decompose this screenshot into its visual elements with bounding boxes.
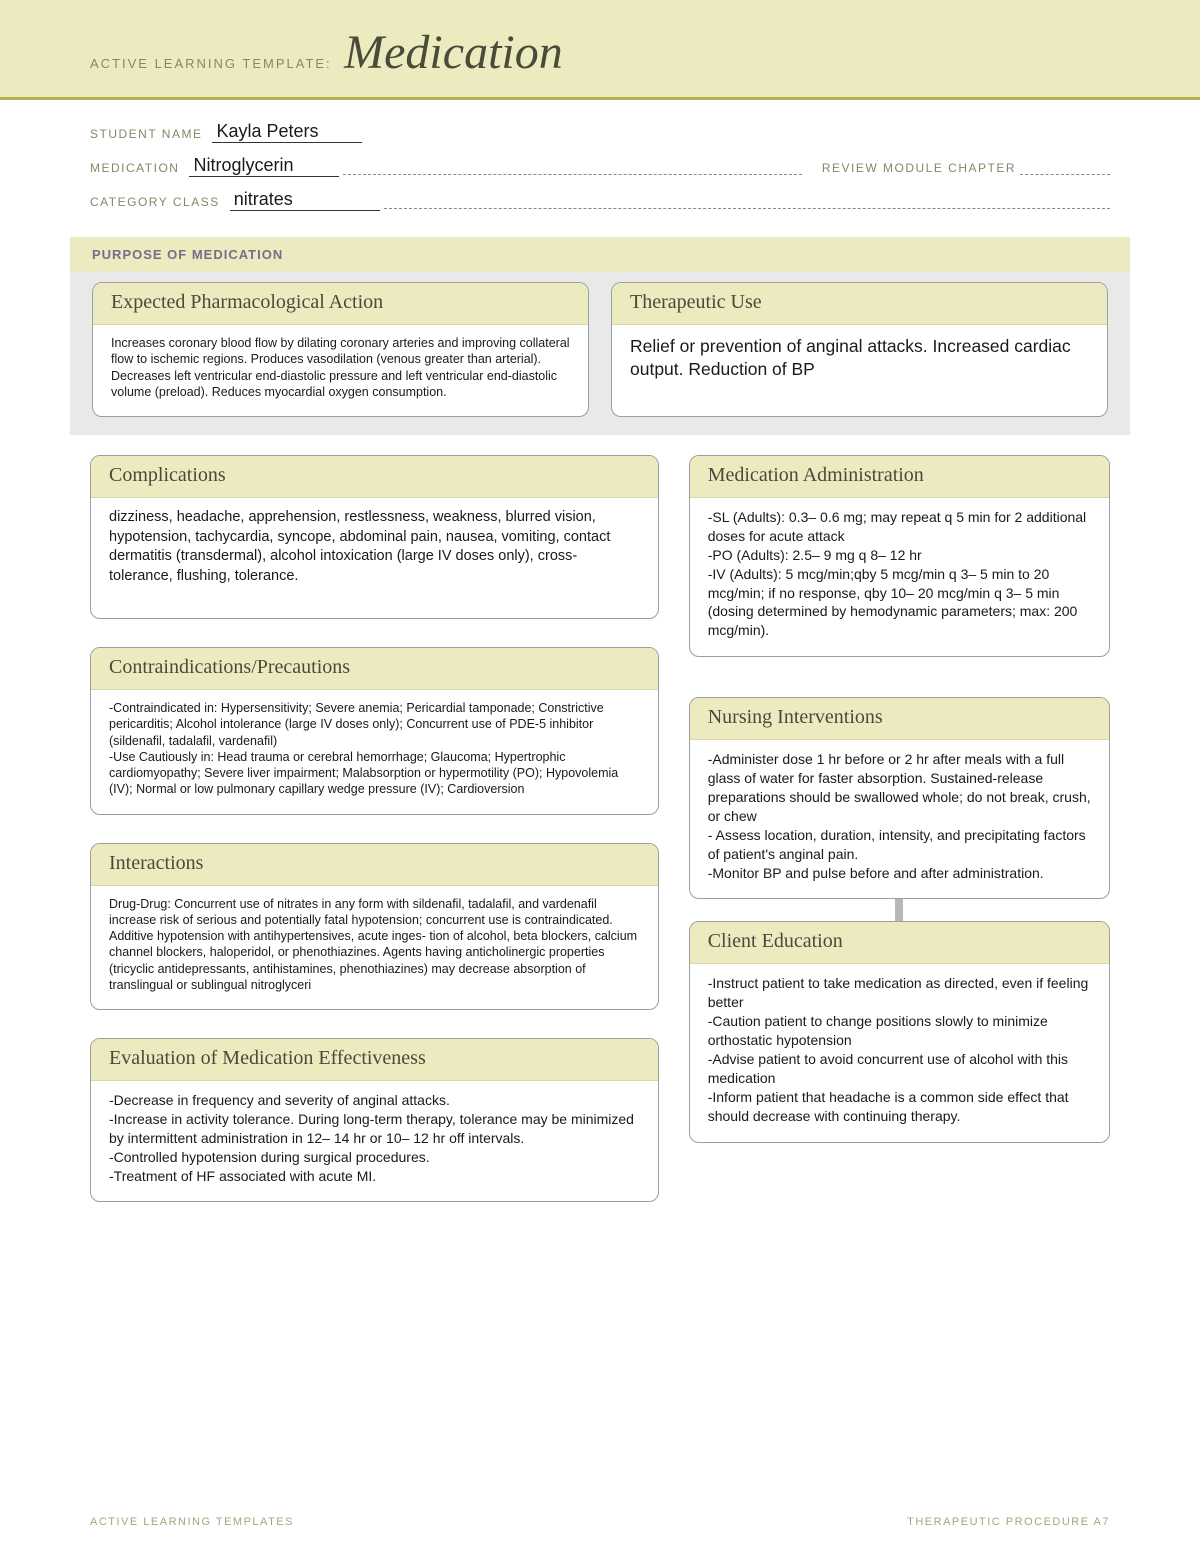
card-body: Drug-Drug: Concurrent use of nitrates in… bbox=[91, 886, 658, 1010]
student-value: Kayla Peters bbox=[212, 121, 362, 143]
purpose-section: PURPOSE OF MEDICATION Expected Pharmacol… bbox=[70, 237, 1130, 435]
header-band: ACTIVE LEARNING TEMPLATE: Medication bbox=[0, 0, 1200, 100]
card-evaluation: Evaluation of Medication Effectiveness -… bbox=[90, 1038, 659, 1202]
card-nursing: Nursing Interventions -Administer dose 1… bbox=[689, 697, 1110, 899]
card-body: -Administer dose 1 hr before or 2 hr aft… bbox=[690, 740, 1109, 898]
card-contraindications: Contraindications/Precautions -Contraind… bbox=[90, 647, 659, 815]
card-complications: Complications dizziness, headache, appre… bbox=[90, 455, 659, 619]
card-body: dizziness, headache, apprehension, restl… bbox=[91, 498, 658, 618]
student-row: STUDENT NAME Kayla Peters bbox=[90, 115, 1110, 143]
card-title: Nursing Interventions bbox=[690, 698, 1109, 740]
card-body: -SL (Adults): 0.3– 0.6 mg; may repeat q … bbox=[690, 498, 1109, 656]
category-label: CATEGORY CLASS bbox=[90, 195, 220, 211]
card-body: Relief or prevention of anginal attacks.… bbox=[612, 325, 1107, 397]
left-column: Complications dizziness, headache, appre… bbox=[90, 455, 659, 1202]
right-column: Medication Administration -SL (Adults): … bbox=[689, 455, 1110, 1202]
card-body: -Contraindicated in: Hypersensitivity; S… bbox=[91, 690, 658, 814]
footer-left: ACTIVE LEARNING TEMPLATES bbox=[90, 1516, 294, 1528]
main-columns: Complications dizziness, headache, appre… bbox=[0, 455, 1200, 1202]
review-label: REVIEW MODULE CHAPTER bbox=[822, 161, 1016, 177]
category-blank-line bbox=[384, 208, 1110, 209]
category-row: CATEGORY CLASS nitrates bbox=[90, 183, 1110, 211]
header-title: Medication bbox=[344, 25, 563, 80]
spacer bbox=[689, 657, 1110, 697]
category-value: nitrates bbox=[230, 189, 380, 211]
card-therapeutic-use: Therapeutic Use Relief or prevention of … bbox=[611, 282, 1108, 417]
footer: ACTIVE LEARNING TEMPLATES THERAPEUTIC PR… bbox=[90, 1516, 1110, 1528]
medication-label: MEDICATION bbox=[90, 161, 179, 177]
card-title: Evaluation of Medication Effectiveness bbox=[91, 1039, 658, 1081]
card-body: -Instruct patient to take medication as … bbox=[690, 964, 1109, 1141]
form-fields: STUDENT NAME Kayla Peters MEDICATION Nit… bbox=[0, 100, 1200, 227]
medication-value: Nitroglycerin bbox=[189, 155, 339, 177]
card-title: Therapeutic Use bbox=[612, 283, 1107, 325]
card-body: Increases coronary blood flow by dilatin… bbox=[93, 325, 588, 416]
purpose-label: PURPOSE OF MEDICATION bbox=[70, 237, 1130, 272]
card-pharm-action: Expected Pharmacological Action Increase… bbox=[92, 282, 589, 417]
page: ACTIVE LEARNING TEMPLATE: Medication STU… bbox=[0, 0, 1200, 1553]
card-title: Complications bbox=[91, 456, 658, 498]
student-label: STUDENT NAME bbox=[90, 127, 202, 143]
card-title: Interactions bbox=[91, 844, 658, 886]
card-title: Medication Administration bbox=[690, 456, 1109, 498]
medication-blank-line bbox=[343, 174, 801, 175]
card-title: Contraindications/Precautions bbox=[91, 648, 658, 690]
card-title: Client Education bbox=[690, 922, 1109, 964]
card-administration: Medication Administration -SL (Adults): … bbox=[689, 455, 1110, 657]
card-client-education: Client Education -Instruct patient to ta… bbox=[689, 921, 1110, 1142]
connector-bar bbox=[895, 899, 903, 921]
card-body: -Decrease in frequency and severity of a… bbox=[91, 1081, 658, 1201]
medication-row: MEDICATION Nitroglycerin REVIEW MODULE C… bbox=[90, 149, 1110, 177]
review-blank-line bbox=[1020, 174, 1110, 175]
card-title: Expected Pharmacological Action bbox=[93, 283, 588, 325]
footer-right: THERAPEUTIC PROCEDURE A7 bbox=[907, 1516, 1110, 1528]
card-interactions: Interactions Drug-Drug: Concurrent use o… bbox=[90, 843, 659, 1011]
header-prefix: ACTIVE LEARNING TEMPLATE: bbox=[90, 56, 332, 71]
